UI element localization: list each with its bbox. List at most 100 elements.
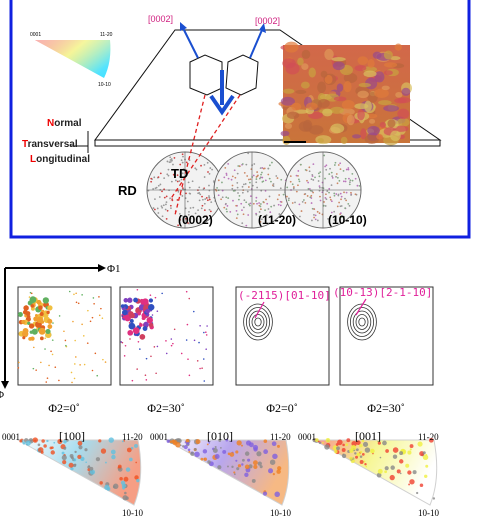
odf-dot [93,302,95,305]
ipf-dot [382,440,387,446]
odf-dot [136,288,139,291]
ipf-dot [68,462,74,468]
ipf-dot [190,451,195,456]
odf-dot [71,381,73,384]
ipf-dot [129,457,133,462]
ipf-dot [346,438,351,443]
ipf-dot [259,465,263,469]
ipf-dot [88,465,90,467]
pole-dot [156,207,159,210]
pole-dot [170,207,172,210]
odf-dot [40,361,42,364]
pole-dot [337,164,340,166]
pole-dot [259,220,262,223]
ipf-dot [53,441,56,444]
ipf-dot [263,439,268,443]
pole-dot [258,211,261,213]
ipf-dot [419,483,424,487]
grain [330,106,344,114]
ipf-dot [363,460,366,463]
odf-dot [47,324,53,329]
pole-dot [292,186,295,188]
pole-dot [188,210,190,213]
ipf-dot [257,461,262,466]
ipf-dot [193,447,197,451]
pole-dot [311,173,314,176]
pole-dot [164,208,167,211]
ipf-dot [354,452,357,455]
grain [360,128,367,140]
pole-dot [208,195,210,197]
ipf-dot [392,454,398,459]
annotation: (-2115)[01-10] [238,289,331,302]
pole-dot [330,200,333,203]
ipf-direction: [100] [59,429,85,443]
pole-dot [307,187,310,190]
pole-dot [180,178,183,181]
pole-dot [324,165,326,168]
odf-dot [35,369,37,371]
pole-dot [181,172,184,175]
ipf-dot [100,448,107,454]
pole-dot [203,163,206,166]
ipf-dot [263,449,269,455]
grain [308,125,324,135]
odf-dot [46,377,49,379]
ipf-dot [432,497,436,500]
odf-dot [42,297,50,304]
pole-dot [301,200,304,203]
odf-dot [79,364,81,366]
grain [295,89,307,95]
odf-dot [199,324,201,327]
pole-dot [328,191,330,194]
ipf-dot [222,449,227,454]
pole-dot [302,199,305,201]
odf-dot [196,360,199,362]
odf-dot [165,352,168,355]
pole-dot [314,218,317,221]
odf-dot [139,323,143,327]
odf-dot [145,379,148,381]
pole-dot [186,200,189,203]
odf-dot [77,302,80,305]
ipf-dot [121,440,124,443]
odf-dot [192,310,195,313]
grain [340,136,348,145]
odf-dot [143,306,147,311]
grain [387,119,396,128]
ipf-dot [361,439,365,443]
ipf-dot [212,448,218,453]
ipf-dot [422,454,429,461]
pole-dot [318,175,321,178]
ipf-dot [325,438,331,443]
ipf-dot [244,451,250,456]
ipf-dot [247,458,251,462]
odf-dot [172,342,174,345]
odf-dot [148,298,154,303]
pole-dot [206,161,209,164]
grain [322,108,333,117]
odf-dot [165,340,167,342]
odf-dot [91,316,94,319]
grain [284,41,299,53]
ipf-dot [390,465,395,470]
pole-dot [181,215,183,217]
pole-dot [255,200,258,202]
pole-dot [233,169,236,172]
pole-dot [340,216,343,218]
odf-dot [31,328,38,335]
section-label: Φ2=30˚ [147,401,185,415]
pole-dot [224,166,227,169]
pole-dot [167,168,170,171]
odf-dot [32,367,35,370]
pole-dot [187,213,190,216]
ipf-dot [99,481,103,485]
pole-dot [344,180,347,183]
grain [308,67,316,78]
pole-dot [159,183,162,186]
pole-dot [330,211,333,214]
ipf-dot [385,449,389,453]
pole-dot [217,194,220,197]
odf-dot [141,316,146,320]
pole-dot [314,214,317,217]
